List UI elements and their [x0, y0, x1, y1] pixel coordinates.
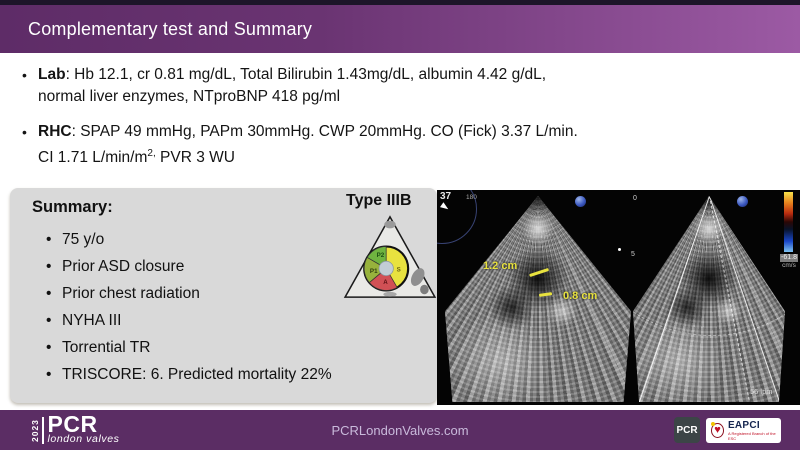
- summary-item-tr: Torrential TR: [46, 334, 332, 361]
- segment-label-p1: P1: [370, 268, 378, 275]
- logo-brand: PCR: [47, 411, 98, 437]
- rhc-line2-pre: CI 1.71 L/min/m: [38, 149, 148, 167]
- lab-line2: normal liver enzymes, NTproBNP 418 pg/ml: [38, 88, 341, 105]
- clinical-bullets: Lab: Hb 12.1, cr 0.81 mg/dL, Total Bilir…: [22, 64, 782, 182]
- rhc-line1: : SPAP 49 mmHg, PAPm 30mmHg. CWP 20mmHg.…: [71, 123, 578, 140]
- eapci-text: EAPCI A Registered Branch of the ESC: [727, 419, 776, 441]
- focus-dot: [618, 248, 621, 251]
- measurement-label-2: 0.8 cm: [563, 290, 598, 302]
- summary-item-asd: Prior ASD closure: [46, 253, 332, 280]
- commissure-top: [384, 220, 396, 229]
- pcr-badge-logo: PCR: [674, 417, 700, 443]
- rhc-line2-post: PVR 3 WU: [155, 149, 235, 167]
- rhc-bullet: RHC: SPAP 49 mmHg, PAPm 30mmHg. CWP 20mm…: [22, 121, 782, 169]
- segment-label-p2: P2: [377, 252, 385, 259]
- segment-label-a: A: [383, 279, 388, 286]
- depth-label-top: 0: [633, 195, 637, 202]
- echo-image-right: [633, 196, 785, 402]
- rhc-label: RHC: [38, 123, 72, 140]
- summary-list: 75 y/o Prior ASD closure Prior chest rad…: [46, 226, 332, 388]
- summary-item-triscore: TRISCORE: 6. Predicted mortality 22%: [46, 361, 332, 388]
- eapci-label: EAPCI: [727, 419, 760, 431]
- segment-label-s: S: [397, 266, 401, 273]
- summary-heading: Summary:: [32, 198, 113, 216]
- echo-panel: 37 180 1.2 cm 0.8 cm 0 5 56 lpm -61.8 cm…: [437, 190, 800, 405]
- doppler-scale-value: -61.8: [780, 254, 798, 262]
- logo-text: PCR london valves: [47, 411, 120, 446]
- depth-label-mid: 5: [631, 251, 635, 258]
- probe-marker-icon-left: [575, 196, 586, 207]
- slide-title: Complementary test and Summary: [28, 18, 313, 39]
- tricuspid-valve-diagram: P2 P1 S A: [343, 215, 437, 298]
- angle-arc-icon: [437, 190, 477, 244]
- valve-type-label: Type IIIB: [346, 192, 412, 209]
- commissure-right: [420, 284, 429, 295]
- lab-line1: : Hb 12.1, cr 0.81 mg/dL, Total Bilirubi…: [65, 66, 547, 83]
- summary-box: Summary: 75 y/o Prior ASD closure Prior …: [10, 188, 437, 403]
- slide-header: Complementary test and Summary: [0, 5, 800, 53]
- footer-bar: 2023 PCR london valves PCRLondonValves.c…: [0, 410, 800, 450]
- doppler-scale-chip: -61.8 cm/s: [780, 254, 798, 270]
- rhc-superscript: 2,: [147, 148, 156, 159]
- heart-rate-label: 56 lpm: [750, 387, 773, 396]
- summary-item-nyha: NYHA III: [46, 307, 332, 334]
- valve-segment-a: [368, 267, 398, 291]
- lab-bullet: Lab: Hb 12.1, cr 0.81 mg/dL, Total Bilir…: [22, 64, 782, 108]
- logo-brand-subtitle: london valves: [47, 433, 120, 445]
- pcr-london-valves-logo: 2023 PCR london valves: [30, 411, 120, 446]
- valve-center: [378, 260, 394, 277]
- lab-label: Lab: [38, 66, 66, 83]
- eapci-heart-icon: ♥: [711, 422, 724, 438]
- logo-separator: [42, 416, 44, 444]
- summary-item-radiation: Prior chest radiation: [46, 280, 332, 307]
- commissure-bottom: [383, 291, 397, 297]
- measurement-label-1: 1.2 cm: [483, 260, 518, 272]
- eapci-logo: ♥ EAPCI A Registered Branch of the ESC: [706, 418, 781, 443]
- echo-image-left: [445, 196, 631, 402]
- probe-marker-icon-right: [737, 196, 748, 207]
- doppler-scale-unit: cm/s: [782, 262, 796, 269]
- catheter-shape: [410, 268, 425, 286]
- eapci-subtitle: A Registered Branch of the ESC: [727, 430, 776, 441]
- doppler-color-scale: [784, 192, 793, 252]
- website-url: PCRLondonValves.com: [331, 423, 469, 438]
- sector-dashed-arc: [633, 196, 785, 336]
- top-edge-strip: [0, 0, 800, 5]
- summary-item-age: 75 y/o: [46, 226, 332, 253]
